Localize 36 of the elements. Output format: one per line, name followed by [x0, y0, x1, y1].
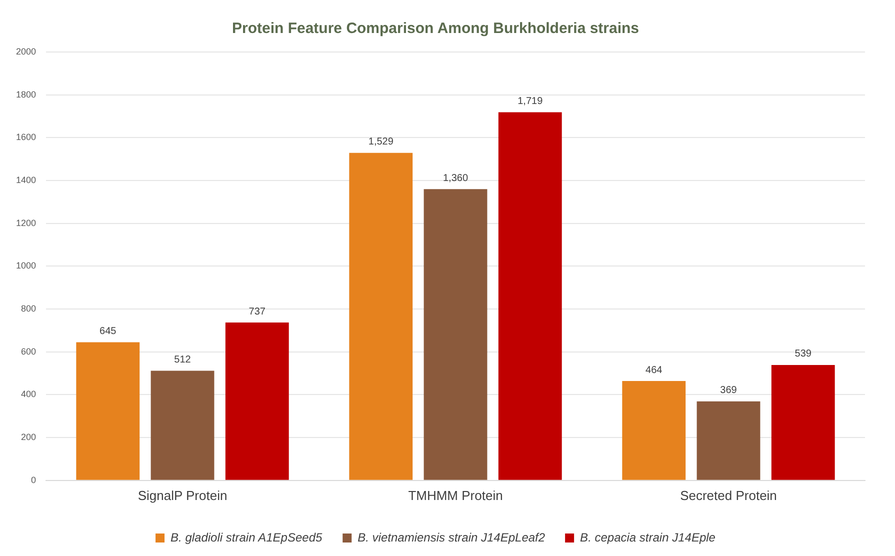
- bar: [696, 401, 760, 480]
- bar: [424, 189, 488, 480]
- data-label: 512: [174, 354, 192, 366]
- x-tick-label: TMHMM Protein: [408, 488, 503, 503]
- chart-title: Protein Feature Comparison Among Burkholderia strains: [232, 20, 640, 38]
- y-tick-label: 2000: [16, 46, 36, 56]
- legend-label: B. vietnamiensis strain J14EpLeaf2: [358, 530, 546, 544]
- data-label: 1,360: [442, 172, 468, 184]
- data-label: 369: [720, 385, 738, 396]
- y-tick-label: 1200: [16, 218, 36, 228]
- data-label: 464: [646, 364, 663, 376]
- bar: [498, 112, 562, 480]
- y-tick-label: 200: [20, 432, 36, 442]
- y-tick-label: 0: [31, 474, 36, 485]
- bar: [150, 370, 214, 480]
- legend-label: B. gladioli strain A1EpSeed5: [170, 530, 323, 544]
- bar: [76, 342, 140, 480]
- x-tick-label: Secreted Protein: [680, 488, 777, 503]
- y-tick-label: 1600: [16, 132, 36, 142]
- bar: [622, 381, 686, 480]
- y-tick-label: 800: [20, 304, 36, 314]
- y-tick-label: 1800: [16, 89, 36, 100]
- bar: [771, 364, 835, 480]
- data-label: 1,719: [518, 96, 544, 107]
- data-label: 539: [794, 348, 812, 360]
- data-label: 1,529: [368, 136, 394, 148]
- y-tick-label: 600: [20, 346, 36, 356]
- y-tick-label: 1000: [16, 260, 36, 271]
- data-label: 645: [100, 326, 117, 337]
- bar: [349, 152, 413, 480]
- bar: [225, 322, 289, 480]
- y-tick-label: 400: [20, 389, 36, 400]
- y-tick-label: 1400: [16, 175, 36, 186]
- legend-label: B. cepacia strain J14Eple: [580, 530, 716, 544]
- x-tick-label: SignalP Protein: [138, 488, 228, 503]
- data-label: 737: [248, 306, 266, 318]
